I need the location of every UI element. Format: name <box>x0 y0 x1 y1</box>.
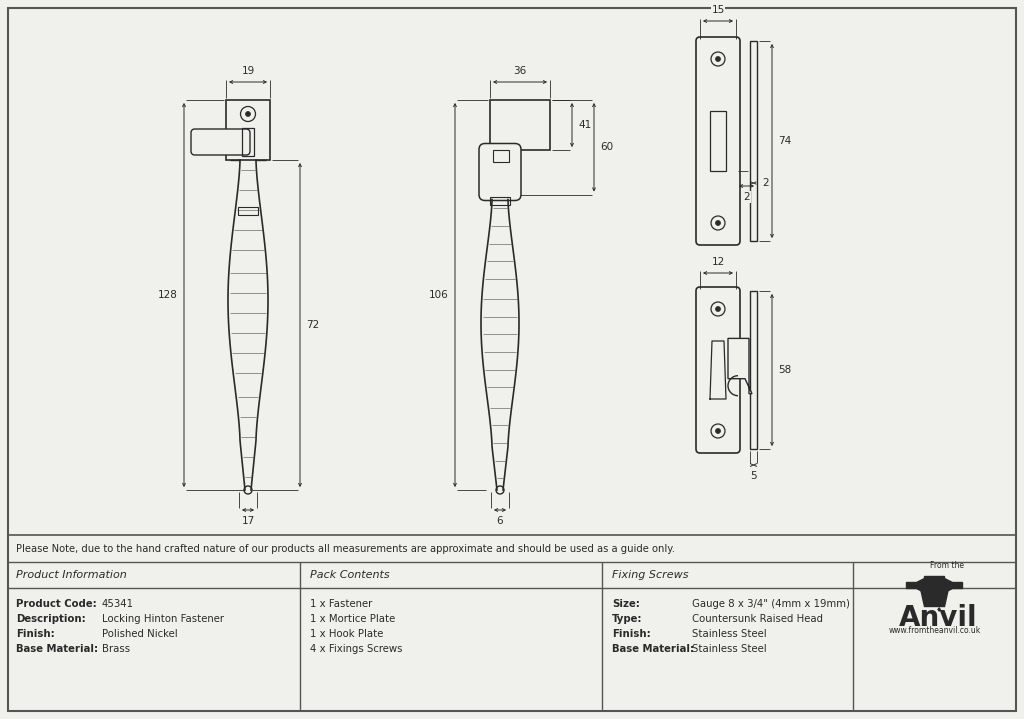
Bar <box>490 196 510 204</box>
Text: Locking Hinton Fastener: Locking Hinton Fastener <box>102 614 224 624</box>
Bar <box>242 128 254 156</box>
Text: 1 x Hook Plate: 1 x Hook Plate <box>310 629 383 639</box>
Circle shape <box>716 306 721 311</box>
Text: 2: 2 <box>762 178 769 188</box>
Text: From the: From the <box>930 562 964 570</box>
FancyBboxPatch shape <box>696 287 740 453</box>
Polygon shape <box>921 588 948 607</box>
Text: Base Material:: Base Material: <box>612 644 694 654</box>
Text: 74: 74 <box>778 136 792 146</box>
Text: ♦: ♦ <box>935 608 942 613</box>
Text: Pack Contents: Pack Contents <box>310 570 389 580</box>
Text: 106: 106 <box>429 290 449 300</box>
Bar <box>226 100 270 160</box>
Bar <box>493 150 509 162</box>
Text: Anvil: Anvil <box>899 603 978 631</box>
Text: Countersunk Raised Head: Countersunk Raised Head <box>692 614 823 624</box>
Circle shape <box>716 429 721 434</box>
Text: 17: 17 <box>242 516 255 526</box>
Polygon shape <box>728 339 752 394</box>
Bar <box>750 41 757 241</box>
Text: Product Information: Product Information <box>16 570 127 580</box>
Text: Finish:: Finish: <box>612 629 650 639</box>
Text: 4 x Fixings Screws: 4 x Fixings Screws <box>310 644 402 654</box>
Text: Polished Nickel: Polished Nickel <box>102 629 177 639</box>
Text: www.fromtheanvil.co.uk: www.fromtheanvil.co.uk <box>889 626 981 635</box>
Text: 128: 128 <box>158 290 178 300</box>
Polygon shape <box>906 577 963 592</box>
Text: 2: 2 <box>743 192 750 202</box>
Text: 36: 36 <box>513 66 526 76</box>
Text: Fixing Screws: Fixing Screws <box>612 570 688 580</box>
Text: 1 x Fastener: 1 x Fastener <box>310 599 373 609</box>
Text: Brass: Brass <box>102 644 130 654</box>
Circle shape <box>716 221 721 226</box>
FancyBboxPatch shape <box>696 37 740 245</box>
Text: Description:: Description: <box>16 614 86 624</box>
Circle shape <box>716 57 721 62</box>
FancyBboxPatch shape <box>191 129 250 155</box>
Text: 72: 72 <box>306 320 319 330</box>
Text: 12: 12 <box>712 257 725 267</box>
Bar <box>490 100 550 150</box>
Text: 1 x Mortice Plate: 1 x Mortice Plate <box>310 614 395 624</box>
FancyBboxPatch shape <box>479 144 521 201</box>
Text: Stainless Steel: Stainless Steel <box>692 629 767 639</box>
Text: Product Code:: Product Code: <box>16 599 96 609</box>
Text: Type:: Type: <box>612 614 642 624</box>
Bar <box>750 291 757 449</box>
Text: Base Material:: Base Material: <box>16 644 98 654</box>
Text: 15: 15 <box>712 5 725 15</box>
Text: Please Note, due to the hand crafted nature of our products all measurements are: Please Note, due to the hand crafted nat… <box>16 544 675 554</box>
Bar <box>710 111 726 171</box>
Circle shape <box>246 111 251 116</box>
Text: 45341: 45341 <box>102 599 134 609</box>
Text: Stainless Steel: Stainless Steel <box>692 644 767 654</box>
Text: Gauge 8 x 3/4" (4mm x 19mm): Gauge 8 x 3/4" (4mm x 19mm) <box>692 599 850 609</box>
Text: Size:: Size: <box>612 599 640 609</box>
Text: 6: 6 <box>497 516 504 526</box>
Text: 60: 60 <box>600 142 613 152</box>
Text: 41: 41 <box>578 120 591 130</box>
Text: Finish:: Finish: <box>16 629 54 639</box>
Text: 5: 5 <box>751 471 757 481</box>
Text: 19: 19 <box>242 66 255 76</box>
Text: 58: 58 <box>778 365 792 375</box>
Bar <box>238 207 258 215</box>
